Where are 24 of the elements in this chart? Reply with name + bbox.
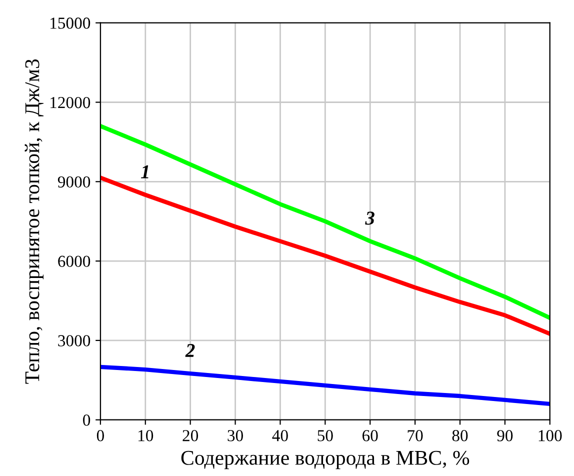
y-tick-label: 0 bbox=[83, 414, 90, 426]
x-tick-label: 80 bbox=[452, 430, 468, 442]
series-label: 1 bbox=[140, 165, 148, 178]
x-tick-label: 90 bbox=[497, 430, 513, 442]
x-tick-label: 0 bbox=[96, 430, 104, 442]
series-label: 2 bbox=[185, 344, 195, 357]
y-tick-label: 3000 bbox=[58, 335, 90, 346]
y-tick-label: 15000 bbox=[50, 18, 90, 29]
x-tick-label: 30 bbox=[228, 430, 243, 442]
x-axis-title: Содержание водорода в МВС, % bbox=[181, 450, 470, 470]
series-label: 3 bbox=[365, 212, 374, 225]
x-tick-label: 60 bbox=[362, 430, 378, 442]
x-tick-label: 50 bbox=[318, 430, 333, 442]
x-tick-label: 10 bbox=[138, 430, 154, 442]
y-tick-label: 9000 bbox=[58, 176, 90, 188]
line-series bbox=[100, 364, 550, 406]
x-tick-label: 20 bbox=[182, 430, 198, 442]
y-tick-label: 12000 bbox=[50, 96, 90, 108]
x-tick-label: 70 bbox=[408, 430, 423, 442]
x-tick-label: 40 bbox=[272, 430, 288, 442]
line-series bbox=[100, 124, 550, 320]
x-tick-label: 100 bbox=[538, 430, 562, 442]
y-axis-title: Тепло, воспринятое топкой, к Дж/м3 bbox=[24, 59, 44, 384]
y-tick-label: 6000 bbox=[58, 256, 90, 267]
